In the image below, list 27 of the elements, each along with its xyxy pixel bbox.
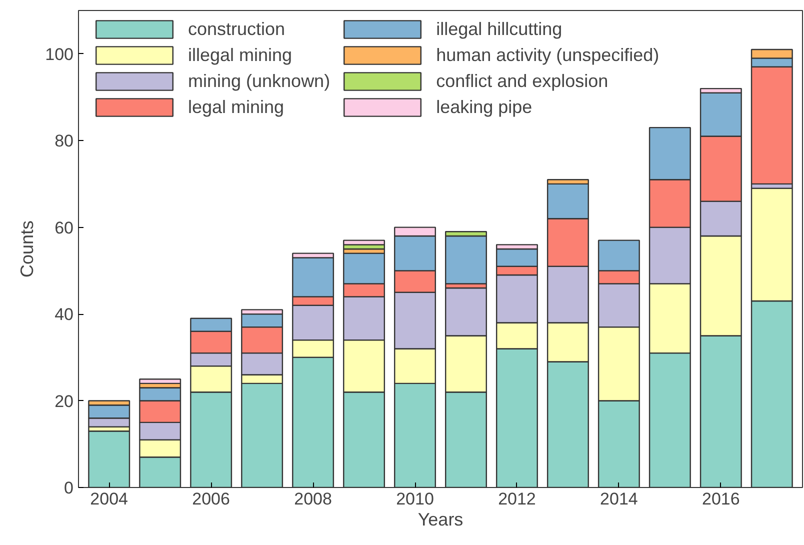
legend-label: construction bbox=[188, 18, 286, 40]
legend-label: mining (unknown) bbox=[188, 70, 330, 92]
legend-label: human activity (unspecified) bbox=[436, 44, 660, 66]
x-tick-label: 2014 bbox=[600, 490, 638, 508]
x-tick-label: 2012 bbox=[498, 490, 536, 508]
bar bbox=[88, 430, 130, 488]
x-tick-label: 2010 bbox=[396, 490, 434, 508]
y-tick-label: 40 bbox=[54, 305, 74, 324]
legend-label: conflict and explosion bbox=[436, 70, 608, 92]
legend-label: legal mining bbox=[188, 96, 284, 118]
y-tick-label: 20 bbox=[54, 392, 74, 411]
bar bbox=[139, 378, 182, 384]
x-tick-label: 2006 bbox=[192, 490, 230, 508]
x-tick-label: 2016 bbox=[702, 490, 740, 508]
legend-label: illegal mining bbox=[188, 44, 292, 66]
bar bbox=[445, 235, 487, 284]
legend-label: illegal hillcutting bbox=[436, 18, 562, 40]
bar bbox=[343, 240, 386, 246]
y-tick-label: 60 bbox=[54, 218, 74, 238]
x-tick-label: 2004 bbox=[90, 490, 128, 508]
legend-label: leaking pipe bbox=[436, 96, 532, 118]
y-tick-label: 100 bbox=[45, 44, 74, 64]
x-tick-label: 2008 bbox=[294, 490, 332, 508]
y-axis-title: Counts bbox=[17, 220, 38, 278]
y-tick-label: 80 bbox=[54, 132, 74, 151]
y-tick-label: 0 bbox=[64, 478, 74, 498]
x-axis-title: Years bbox=[418, 510, 464, 530]
